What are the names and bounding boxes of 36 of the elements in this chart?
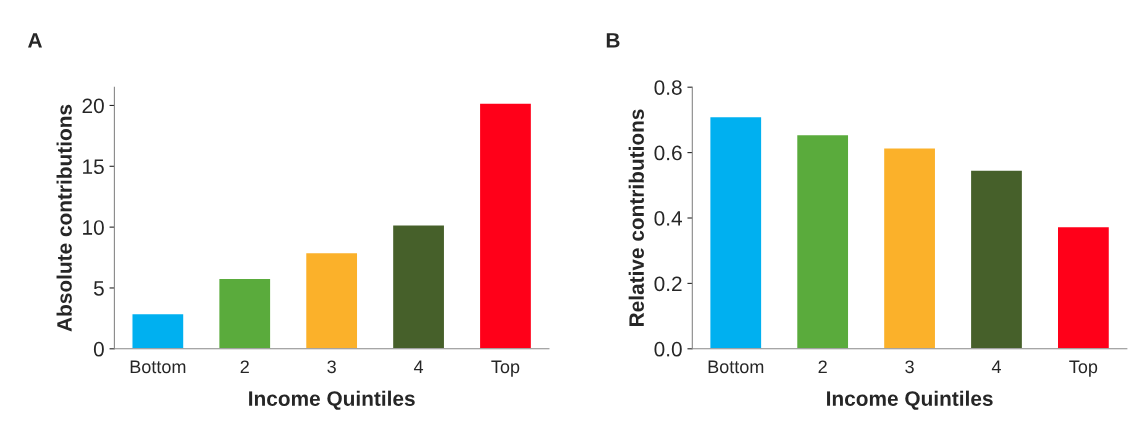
bar	[882, 146, 937, 349]
x-tick-label: 2	[818, 360, 827, 373]
x-tick-label: 4	[413, 360, 424, 373]
bar	[969, 169, 1024, 349]
x-tick-label: Bottom	[708, 360, 764, 374]
y-axis-title: Relative contributions	[628, 109, 644, 326]
bar	[391, 223, 446, 349]
y-tick-label: 10	[83, 220, 104, 235]
y-axis-title: Absolute contributions	[56, 104, 72, 332]
x-tick-label: 3	[905, 360, 914, 374]
x-tick-label: Bottom	[130, 360, 186, 374]
y-tick-label: 0.6	[654, 145, 682, 161]
x-tick-label: 2	[240, 360, 249, 373]
bar	[709, 115, 763, 349]
x-tick-label: Top	[491, 360, 520, 377]
y-tick-label: 0.4	[654, 211, 682, 226]
bar	[795, 133, 850, 349]
y-tick-label: 0.2	[654, 276, 682, 292]
bar	[131, 312, 185, 349]
x-tick-label: 4	[991, 360, 1001, 373]
chart-title: B	[606, 33, 620, 48]
x-axis-title: Income Quintiles	[249, 390, 415, 410]
x-axis-title: Income Quintiles	[827, 390, 993, 410]
y-tick-label: 0.8	[654, 80, 682, 95]
y-tick-label: 0	[93, 341, 104, 357]
bar	[478, 102, 533, 349]
y-tick-label: 5	[93, 281, 104, 296]
bar	[217, 277, 272, 349]
y-tick-label: 20	[82, 98, 104, 114]
bar	[304, 251, 359, 349]
chart-title: A	[28, 33, 42, 48]
y-tick-label: 0.0	[654, 341, 682, 357]
bar	[1056, 225, 1111, 349]
x-tick-label: Top	[1069, 360, 1098, 377]
y-tick-label: 15	[83, 159, 104, 175]
x-tick-label: 3	[327, 360, 336, 374]
